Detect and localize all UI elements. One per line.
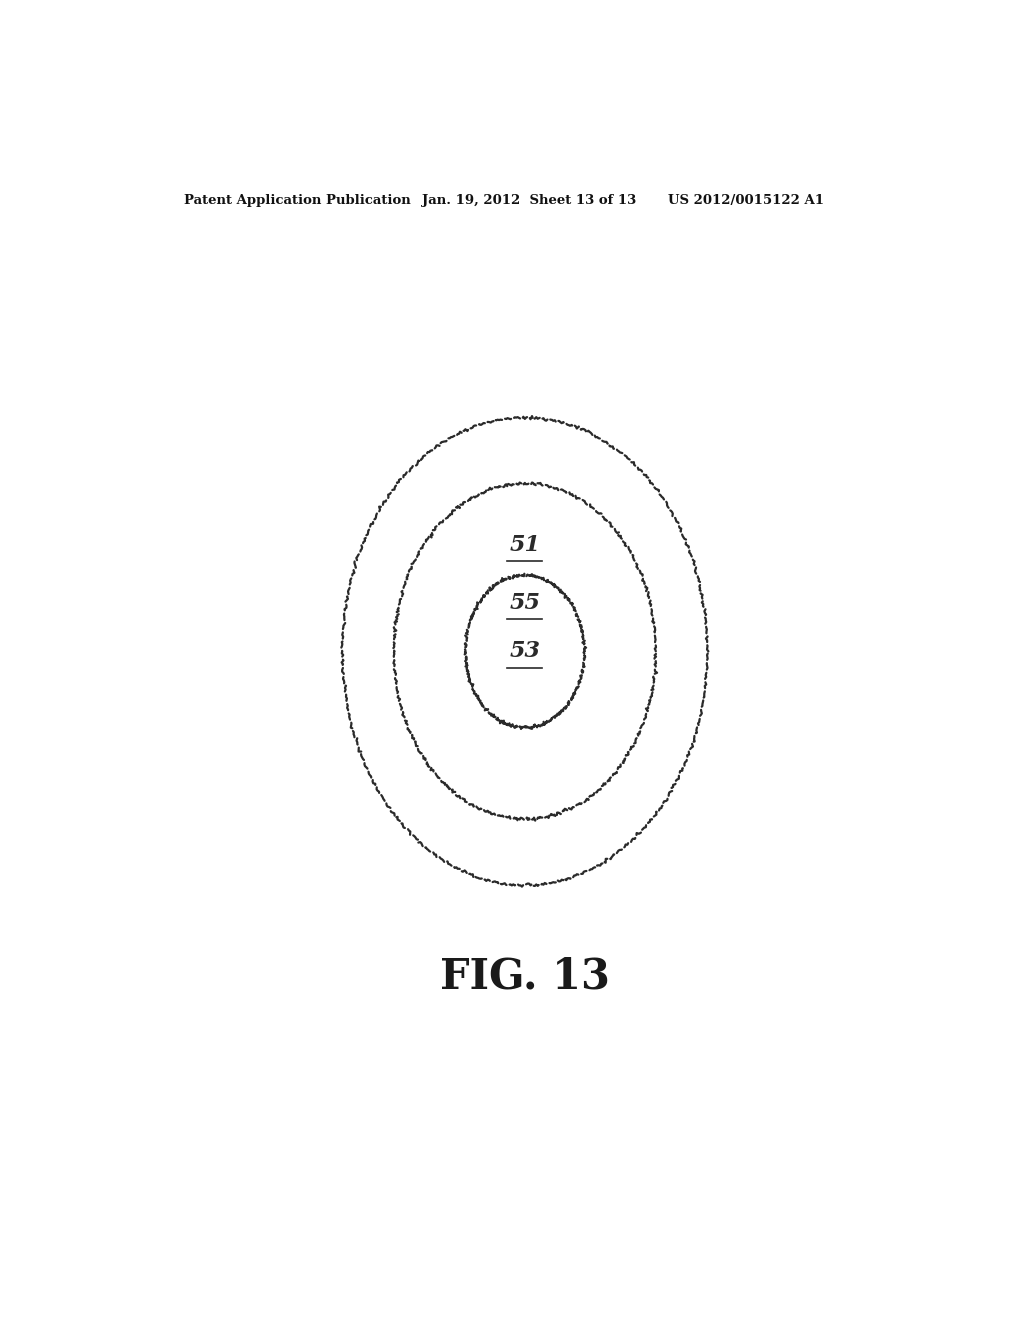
Text: 53: 53 bbox=[509, 640, 541, 663]
Text: FIG. 13: FIG. 13 bbox=[440, 956, 609, 998]
Text: 51: 51 bbox=[509, 533, 541, 556]
Text: Jan. 19, 2012  Sheet 13 of 13: Jan. 19, 2012 Sheet 13 of 13 bbox=[422, 194, 636, 207]
Text: US 2012/0015122 A1: US 2012/0015122 A1 bbox=[668, 194, 823, 207]
Text: 55: 55 bbox=[509, 591, 541, 614]
Text: Patent Application Publication: Patent Application Publication bbox=[183, 194, 411, 207]
